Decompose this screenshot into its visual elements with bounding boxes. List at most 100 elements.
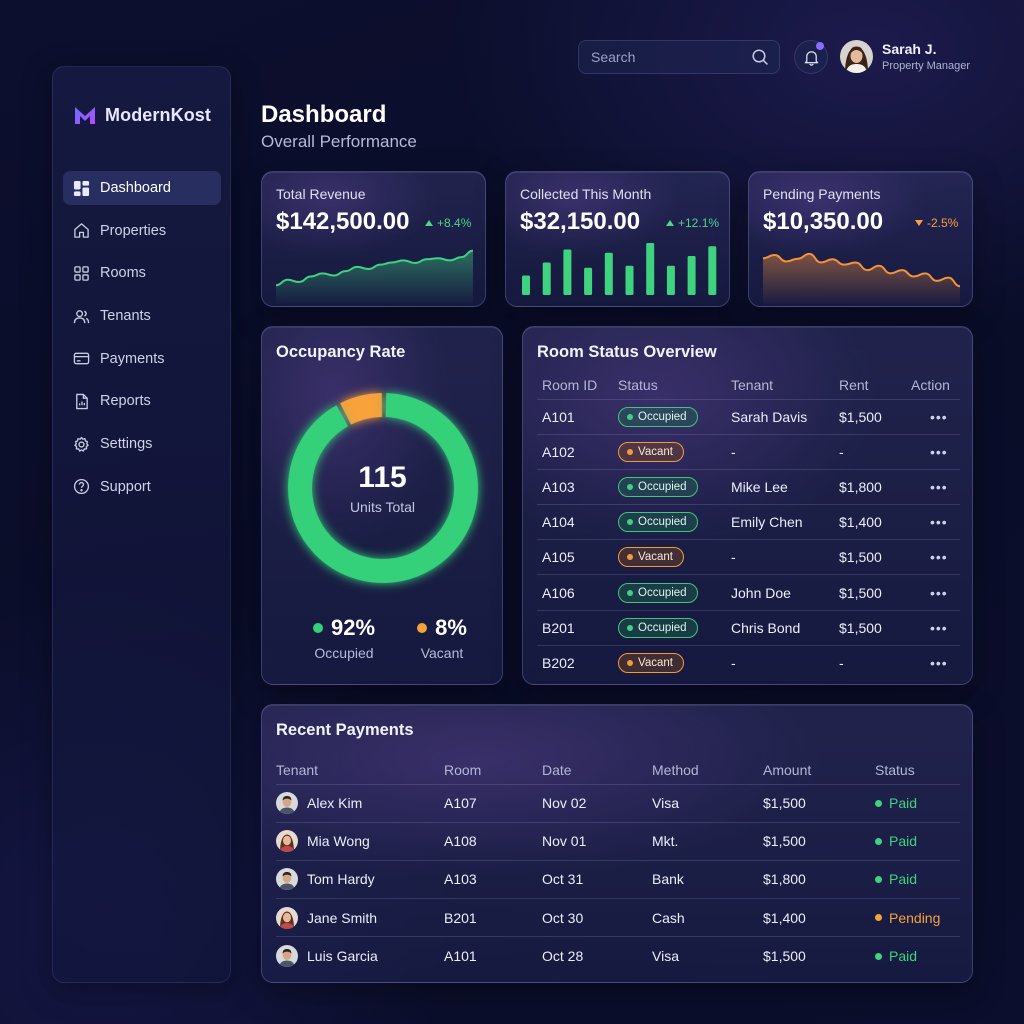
action-cell: ••• <box>911 433 960 470</box>
status-dot <box>875 875 882 883</box>
user-profile[interactable]: Sarah J. Property Manager <box>840 40 970 73</box>
status-badge: Occupied <box>618 406 698 427</box>
user-name: Sarah J. <box>882 41 937 57</box>
status-cell: Pending <box>875 898 960 937</box>
table-row[interactable]: Tom Hardy A103 Oct 31 Bank $1,800 Paid <box>276 859 960 899</box>
payment-status: Pending <box>889 909 941 926</box>
more-options-icon[interactable]: ••• <box>930 443 948 460</box>
status-badge: Occupied <box>618 512 698 533</box>
table-row[interactable]: A102 Vacant - - ••• <box>537 433 960 470</box>
status-badge: Vacant <box>618 653 684 674</box>
sidebar-item-support[interactable]: Support <box>63 470 221 504</box>
status-dot <box>627 413 633 420</box>
avatar[interactable] <box>840 40 873 73</box>
sidebar-item-payments[interactable]: Payments <box>63 342 221 376</box>
status-dot <box>627 624 633 631</box>
table-row[interactable]: A104 Occupied Emily Chen $1,400 ••• <box>537 504 960 540</box>
kpi-card-collected[interactable]: Collected This Month $32,150.00 +12.1% <box>505 171 730 307</box>
sidebar-item-settings[interactable]: Settings <box>63 427 221 461</box>
room-status-table: Room ID Status Tenant Rent Action A101 Oc… <box>537 371 960 681</box>
vacant-label: Vacant <box>420 645 464 661</box>
sidebar-item-label: Payments <box>100 350 165 367</box>
kpi-card-total-revenue[interactable]: Total Revenue $142,500.00 +8.4% <box>261 171 486 307</box>
kpi-label: Pending Payments <box>763 186 881 202</box>
app-name: ModernKost <box>105 104 211 125</box>
grid-icon <box>73 180 90 196</box>
sidebar-nav: Dashboard Properties Rooms Tenants Payme… <box>63 171 221 513</box>
room: B201 <box>444 898 542 937</box>
status-dot <box>875 837 882 845</box>
page-title: Dashboard <box>261 101 387 128</box>
kpi-delta-value: +8.4% <box>437 216 472 230</box>
sidebar-item-reports[interactable]: Reports <box>63 384 221 418</box>
card-title: Occupancy Rate <box>276 343 406 361</box>
table-row[interactable]: Luis Garcia A101 Oct 28 Visa $1,500 Paid <box>276 936 960 975</box>
help-icon <box>73 479 90 495</box>
home-icon <box>74 223 89 238</box>
rent: $1,500 <box>839 539 911 575</box>
tenant-name: Chris Bond <box>731 609 839 646</box>
status-cell: Occupied <box>618 574 731 611</box>
more-options-icon[interactable]: ••• <box>930 655 948 672</box>
room: A103 <box>444 859 542 899</box>
method: Mkt. <box>652 821 763 861</box>
occupied-label: Occupied <box>314 645 374 661</box>
units-total-number: 115 <box>358 461 407 494</box>
occupied-pct: 92% <box>330 615 376 640</box>
search-icon[interactable] <box>751 48 769 66</box>
revenue-sparkline <box>275 249 474 306</box>
card-icon <box>73 352 90 365</box>
kpi-card-pending[interactable]: Pending Payments $10,350.00 -2.5% <box>748 171 973 307</box>
notifications-button[interactable] <box>794 40 828 74</box>
status-text: Vacant <box>638 445 673 458</box>
room-id: B201 <box>537 609 618 646</box>
more-options-icon[interactable]: ••• <box>930 584 948 601</box>
table-row[interactable]: A101 Occupied Sarah Davis $1,500 ••• <box>537 398 960 435</box>
table-row[interactable]: A106 Occupied John Doe $1,500 ••• <box>537 574 960 611</box>
rent: $1,800 <box>839 468 911 505</box>
search-box[interactable] <box>578 40 780 74</box>
table-row[interactable]: Jane Smith B201 Oct 30 Cash $1,400 Pending <box>276 898 960 937</box>
occupied-dot <box>312 623 323 633</box>
trend-down-icon <box>915 220 923 226</box>
col-header: Action <box>911 376 950 393</box>
more-options-icon[interactable]: ••• <box>930 514 948 531</box>
status-badge: Occupied <box>618 476 698 497</box>
table-row[interactable]: B202 Vacant - - ••• <box>537 644 960 681</box>
room-id: B202 <box>537 644 618 681</box>
sidebar-item-properties[interactable]: Properties <box>63 214 221 248</box>
logo[interactable]: ModernKost <box>73 103 211 127</box>
table-row[interactable]: B201 Occupied Chris Bond $1,500 ••• <box>537 609 960 646</box>
status-dot <box>627 589 633 596</box>
more-options-icon[interactable]: ••• <box>930 408 948 425</box>
table-row[interactable]: A103 Occupied Mike Lee $1,800 ••• <box>537 468 960 505</box>
table-row[interactable]: Alex Kim A107 Nov 02 Visa $1,500 Paid <box>276 783 960 823</box>
room: A107 <box>444 783 542 823</box>
bar <box>563 249 572 295</box>
sidebar-item-tenants[interactable]: Tenants <box>63 299 221 333</box>
status-cell: Vacant <box>618 644 731 681</box>
status-text: Occupied <box>638 410 687 423</box>
status-badge: Vacant <box>618 441 684 462</box>
sparkline-area <box>763 253 960 306</box>
more-options-icon[interactable]: ••• <box>930 478 948 495</box>
search-input[interactable] <box>591 49 741 65</box>
kpi-label: Collected This Month <box>520 186 652 202</box>
tenant-cell: Luis Garcia <box>276 936 444 975</box>
table-row[interactable]: A105 Vacant - $1,500 ••• <box>537 539 960 575</box>
tenant-cell: Mia Wong <box>276 821 444 861</box>
female-avatar-icon <box>840 40 873 73</box>
notification-dot <box>816 42 824 50</box>
more-options-icon[interactable]: ••• <box>930 619 948 636</box>
col-header: Amount <box>763 762 812 779</box>
table-row[interactable]: Mia Wong A108 Nov 01 Mkt. $1,500 Paid <box>276 821 960 861</box>
sidebar-item-rooms[interactable]: Rooms <box>63 256 221 290</box>
page-subtitle: Overall Performance <box>261 132 417 151</box>
more-options-icon[interactable]: ••• <box>930 549 948 566</box>
tenant-name: John Doe <box>731 574 839 611</box>
recent-payments-table: Tenant Room Date Method Amount Status Al… <box>276 757 960 975</box>
sidebar-item-dashboard[interactable]: Dashboard <box>63 171 221 205</box>
status-cell: Occupied <box>618 609 731 646</box>
occupancy-card: Occupancy Rate 115 Units Total 92% Occup… <box>261 326 503 685</box>
date: Nov 01 <box>542 821 652 861</box>
